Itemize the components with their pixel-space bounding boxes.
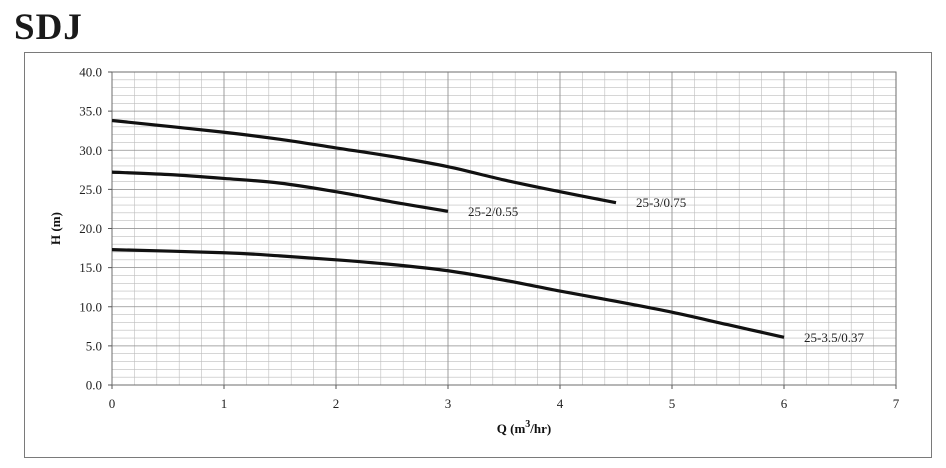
x-tick-labels: 0 1 2 3 4 5 6 7	[109, 385, 900, 411]
y-tick-labels: 0.0 5.0 10.0 15.0 20.0 25.0 30.0 35.0 40.0	[79, 65, 112, 393]
y-tick-label: 25.0	[79, 182, 102, 197]
y-tick-label: 10.0	[79, 299, 102, 314]
x-tick-label: 5	[669, 396, 676, 411]
series-line-1	[111, 118, 617, 205]
y-axis-title: H (m)	[48, 212, 63, 245]
x-tick-label: 7	[893, 396, 900, 411]
x-tick-label: 3	[445, 396, 452, 411]
x-tick-label: 0	[109, 396, 116, 411]
x-axis-title-prefix: Q (m	[497, 421, 526, 436]
x-axis-title: Q (m3/hr)	[497, 419, 551, 436]
x-tick-label: 2	[333, 396, 340, 411]
y-tick-label: 30.0	[79, 143, 102, 158]
x-axis-title-superscript: 3	[525, 419, 530, 430]
x-tick-label: 1	[221, 396, 228, 411]
y-tick-label: 35.0	[79, 104, 102, 119]
series-lines	[111, 118, 785, 339]
x-tick-label: 6	[781, 396, 788, 411]
series-label-3: 25-3.5/0.37	[804, 330, 864, 345]
y-tick-label: 5.0	[86, 338, 102, 353]
x-tick-label: 4	[557, 396, 564, 411]
series-line-3	[111, 248, 785, 339]
series-label-1: 25-3/0.75	[636, 195, 686, 210]
chart-frame	[24, 52, 932, 458]
y-tick-label: 15.0	[79, 260, 102, 275]
y-tick-label: 40.0	[79, 65, 102, 80]
y-tick-label: 20.0	[79, 221, 102, 236]
series-label-2: 25-2/0.55	[468, 204, 518, 219]
page-title: SDJ	[14, 7, 83, 48]
y-tick-label: 0.0	[86, 378, 102, 393]
series-line-2	[111, 170, 449, 213]
x-axis-title-suffix: /hr)	[529, 421, 551, 436]
series-labels: 25-3/0.75 25-2/0.55 25-3.5/0.37	[468, 195, 864, 345]
